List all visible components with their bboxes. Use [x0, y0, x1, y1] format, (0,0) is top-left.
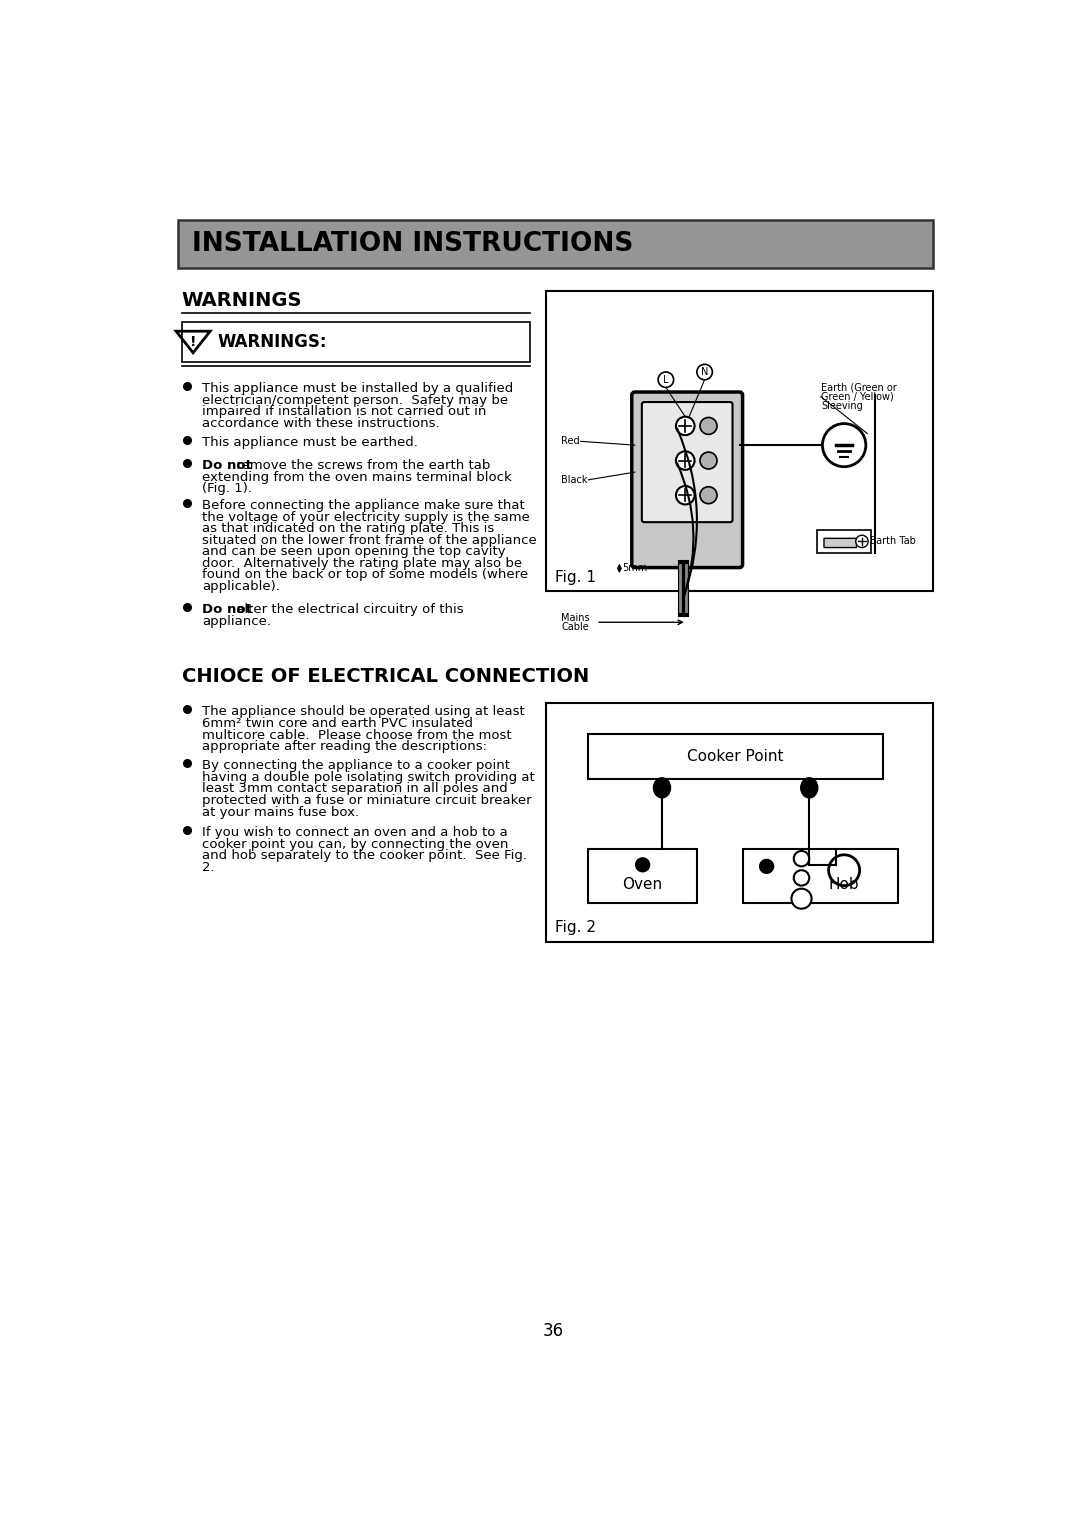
- Circle shape: [676, 451, 694, 469]
- Circle shape: [700, 487, 717, 504]
- Text: If you wish to connect an oven and a hob to a: If you wish to connect an oven and a hob…: [202, 827, 509, 839]
- Ellipse shape: [800, 778, 818, 798]
- Text: Earth (Green or: Earth (Green or: [821, 382, 896, 393]
- Text: 5mm: 5mm: [622, 564, 648, 573]
- Text: alter the electrical circuitry of this: alter the electrical circuitry of this: [232, 604, 463, 616]
- Ellipse shape: [653, 778, 671, 798]
- Text: 2.: 2.: [202, 860, 215, 874]
- Text: 36: 36: [543, 1322, 564, 1340]
- Text: This appliance must be earthed.: This appliance must be earthed.: [202, 435, 418, 449]
- Text: and hob separately to the cooker point.  See Fig.: and hob separately to the cooker point. …: [202, 850, 527, 862]
- Bar: [816, 530, 872, 553]
- Text: Black: Black: [562, 475, 588, 484]
- Text: Oven: Oven: [622, 877, 663, 892]
- Text: electrician/competent person.  Safety may be: electrician/competent person. Safety may…: [202, 394, 509, 406]
- FancyBboxPatch shape: [824, 538, 856, 547]
- FancyBboxPatch shape: [642, 402, 732, 523]
- Text: situated on the lower front frame of the appliance: situated on the lower front frame of the…: [202, 533, 537, 547]
- Text: accordance with these instructions.: accordance with these instructions.: [202, 417, 440, 429]
- Circle shape: [823, 423, 866, 466]
- Text: Earth Tab: Earth Tab: [869, 536, 916, 547]
- Text: having a double pole isolating switch providing at: having a double pole isolating switch pr…: [202, 770, 536, 784]
- Bar: [177, 220, 933, 267]
- Text: at your mains fuse box.: at your mains fuse box.: [202, 805, 360, 819]
- Circle shape: [792, 889, 811, 909]
- Text: extending from the oven mains terminal block: extending from the oven mains terminal b…: [202, 471, 512, 483]
- Circle shape: [828, 854, 860, 886]
- Text: multicore cable.  Please choose from the most: multicore cable. Please choose from the …: [202, 729, 512, 741]
- Text: remove the screws from the earth tab: remove the screws from the earth tab: [232, 458, 490, 472]
- Circle shape: [759, 859, 773, 874]
- Text: L: L: [663, 374, 669, 385]
- Text: !: !: [190, 335, 197, 348]
- Text: By connecting the appliance to a cooker point: By connecting the appliance to a cooker …: [202, 759, 511, 772]
- Bar: [181, 322, 530, 362]
- Text: and can be seen upon opening the top cavity: and can be seen upon opening the top cav…: [202, 545, 507, 558]
- Text: The appliance should be operated using at least: The appliance should be operated using a…: [202, 706, 525, 718]
- Circle shape: [700, 417, 717, 434]
- Text: Cable: Cable: [562, 622, 589, 633]
- Text: least 3mm contact separation in all poles and: least 3mm contact separation in all pole…: [202, 782, 509, 796]
- Text: impaired if installation is not carried out in: impaired if installation is not carried …: [202, 405, 487, 419]
- Circle shape: [676, 486, 694, 504]
- Text: Hob: Hob: [828, 877, 860, 892]
- Bar: [545, 292, 933, 591]
- Text: Cooker Point: Cooker Point: [687, 749, 784, 764]
- Text: door.  Alternatively the rating plate may also be: door. Alternatively the rating plate may…: [202, 556, 523, 570]
- Text: This appliance must be installed by a qualified: This appliance must be installed by a qu…: [202, 382, 514, 396]
- Text: 6mm² twin core and earth PVC insulated: 6mm² twin core and earth PVC insulated: [202, 717, 473, 730]
- Circle shape: [855, 535, 868, 547]
- Text: Green / Yellow): Green / Yellow): [821, 391, 893, 402]
- Circle shape: [794, 851, 809, 866]
- Circle shape: [700, 452, 717, 469]
- Circle shape: [658, 371, 674, 388]
- Text: Do not: Do not: [202, 604, 253, 616]
- Text: found on the back or top of some models (where: found on the back or top of some models …: [202, 568, 528, 581]
- Circle shape: [676, 417, 694, 435]
- Text: N: N: [701, 367, 708, 377]
- Bar: [545, 703, 933, 941]
- Text: cooker point you can, by connecting the oven: cooker point you can, by connecting the …: [202, 837, 509, 851]
- Text: protected with a fuse or miniature circuit breaker: protected with a fuse or miniature circu…: [202, 795, 532, 807]
- Bar: [589, 850, 697, 903]
- Text: appropriate after reading the descriptions:: appropriate after reading the descriptio…: [202, 740, 487, 753]
- Text: applicable).: applicable).: [202, 581, 281, 593]
- Text: as that indicated on the rating plate. This is: as that indicated on the rating plate. T…: [202, 523, 495, 535]
- Circle shape: [697, 364, 713, 380]
- Text: INSTALLATION INSTRUCTIONS: INSTALLATION INSTRUCTIONS: [191, 231, 633, 257]
- FancyBboxPatch shape: [632, 393, 743, 567]
- Text: the voltage of your electricity supply is the same: the voltage of your electricity supply i…: [202, 510, 530, 524]
- Bar: [589, 733, 882, 779]
- Circle shape: [794, 871, 809, 886]
- Text: Fig. 1: Fig. 1: [555, 570, 596, 585]
- Text: appliance.: appliance.: [202, 614, 271, 628]
- Text: Do not: Do not: [202, 458, 253, 472]
- Circle shape: [636, 857, 649, 872]
- Text: Red: Red: [562, 437, 580, 446]
- Text: Sleeving: Sleeving: [821, 400, 863, 411]
- Text: WARNINGS:: WARNINGS:: [218, 333, 327, 351]
- Text: Before connecting the appliance make sure that: Before connecting the appliance make sur…: [202, 500, 525, 512]
- Bar: [743, 850, 899, 903]
- Text: Mains: Mains: [562, 613, 590, 623]
- Text: CHIOCE OF ELECTRICAL CONNECTION: CHIOCE OF ELECTRICAL CONNECTION: [181, 666, 589, 686]
- Text: Fig. 2: Fig. 2: [555, 920, 596, 935]
- Text: WARNINGS: WARNINGS: [181, 290, 302, 310]
- Text: (Fig. 1).: (Fig. 1).: [202, 483, 253, 495]
